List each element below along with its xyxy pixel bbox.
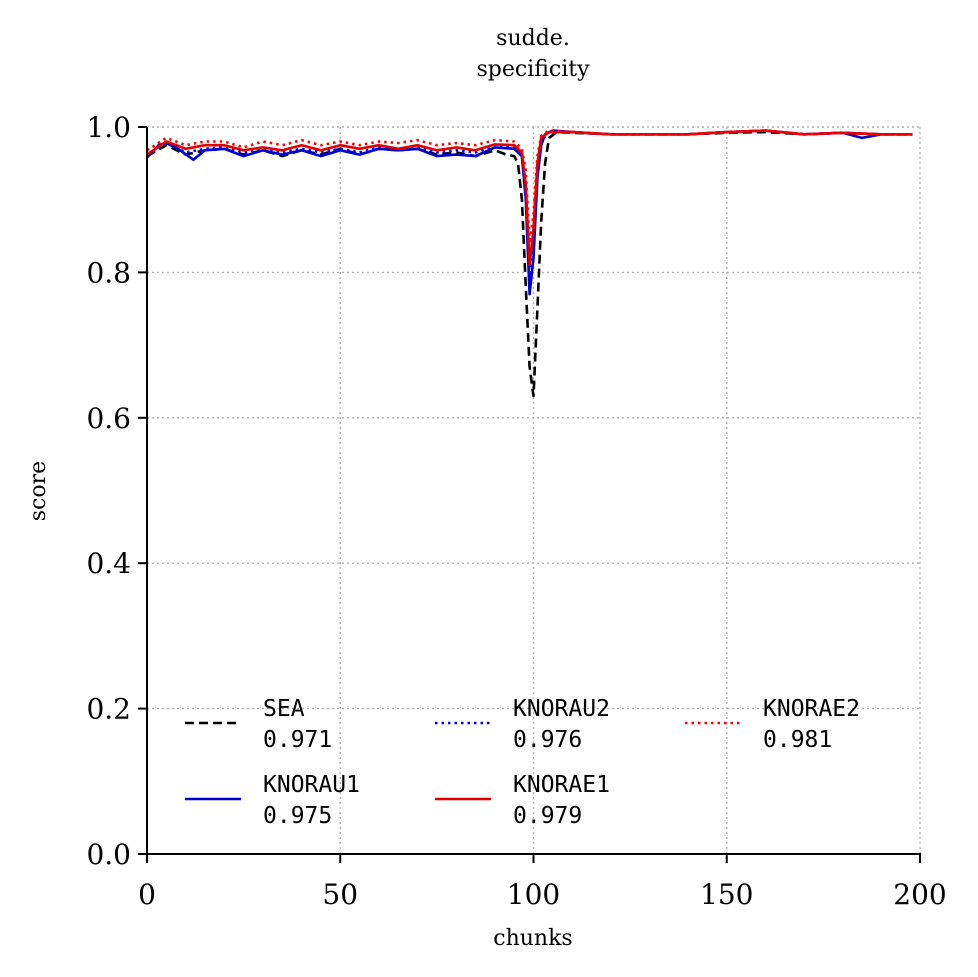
legend-series-name: KNORAU1 [263, 772, 360, 798]
y-axis-label: score [26, 461, 51, 521]
legend-item-knorau1: KNORAU1 0.975 [185, 772, 360, 829]
legend-series-score: 0.975 [263, 803, 332, 829]
legend-series-score: 0.971 [263, 727, 332, 753]
chart-title-line-1: sudde. [496, 26, 570, 51]
legend-series-score: 0.979 [513, 803, 582, 829]
y-tick-label: 0.8 [86, 256, 131, 289]
legend-item-sea: SEA 0.971 [185, 696, 332, 753]
x-tick-label: 0 [138, 878, 156, 911]
y-tick-label: 0.4 [86, 547, 131, 580]
legend-series-name: KNORAE2 [763, 696, 860, 722]
series-line-knorau1 [146, 129, 913, 296]
series-lines [146, 129, 913, 398]
y-tick-label: 0.6 [86, 402, 131, 435]
y-tick-label: 0.2 [86, 693, 131, 726]
series-line-knorae2 [146, 129, 913, 245]
legend: SEA 0.971 KNORAU1 0.975 KNORAU2 0.976 KNORAE1 0… [185, 696, 860, 829]
axis-ticks: 0 50 100 150 200 0.0 0.2 0.4 0.6 0.8 1.0 [86, 111, 946, 911]
legend-series-score: 0.976 [513, 727, 582, 753]
chart-title-line-2: specificity [476, 57, 590, 82]
legend-series-score: 0.981 [763, 727, 832, 753]
x-axis-label: chunks [493, 926, 572, 951]
x-tick-label: 50 [322, 878, 358, 911]
y-tick-label: 1.0 [86, 111, 131, 144]
legend-item-knorae2: KNORAE2 0.981 [685, 696, 860, 753]
legend-series-name: KNORAE1 [513, 772, 610, 798]
legend-series-name: KNORAU2 [513, 696, 610, 722]
series-line-knorau2 [146, 129, 913, 281]
y-tick-label: 0.0 [86, 838, 131, 871]
legend-item-knorau2: KNORAU2 0.976 [435, 696, 610, 753]
x-tick-label: 100 [507, 878, 560, 911]
legend-series-name: SEA [263, 696, 305, 722]
chart-title: sudde. specificity [476, 26, 590, 82]
x-tick-label: 200 [893, 878, 946, 911]
x-tick-label: 150 [700, 878, 753, 911]
legend-item-knorae1: KNORAE1 0.979 [435, 772, 610, 829]
